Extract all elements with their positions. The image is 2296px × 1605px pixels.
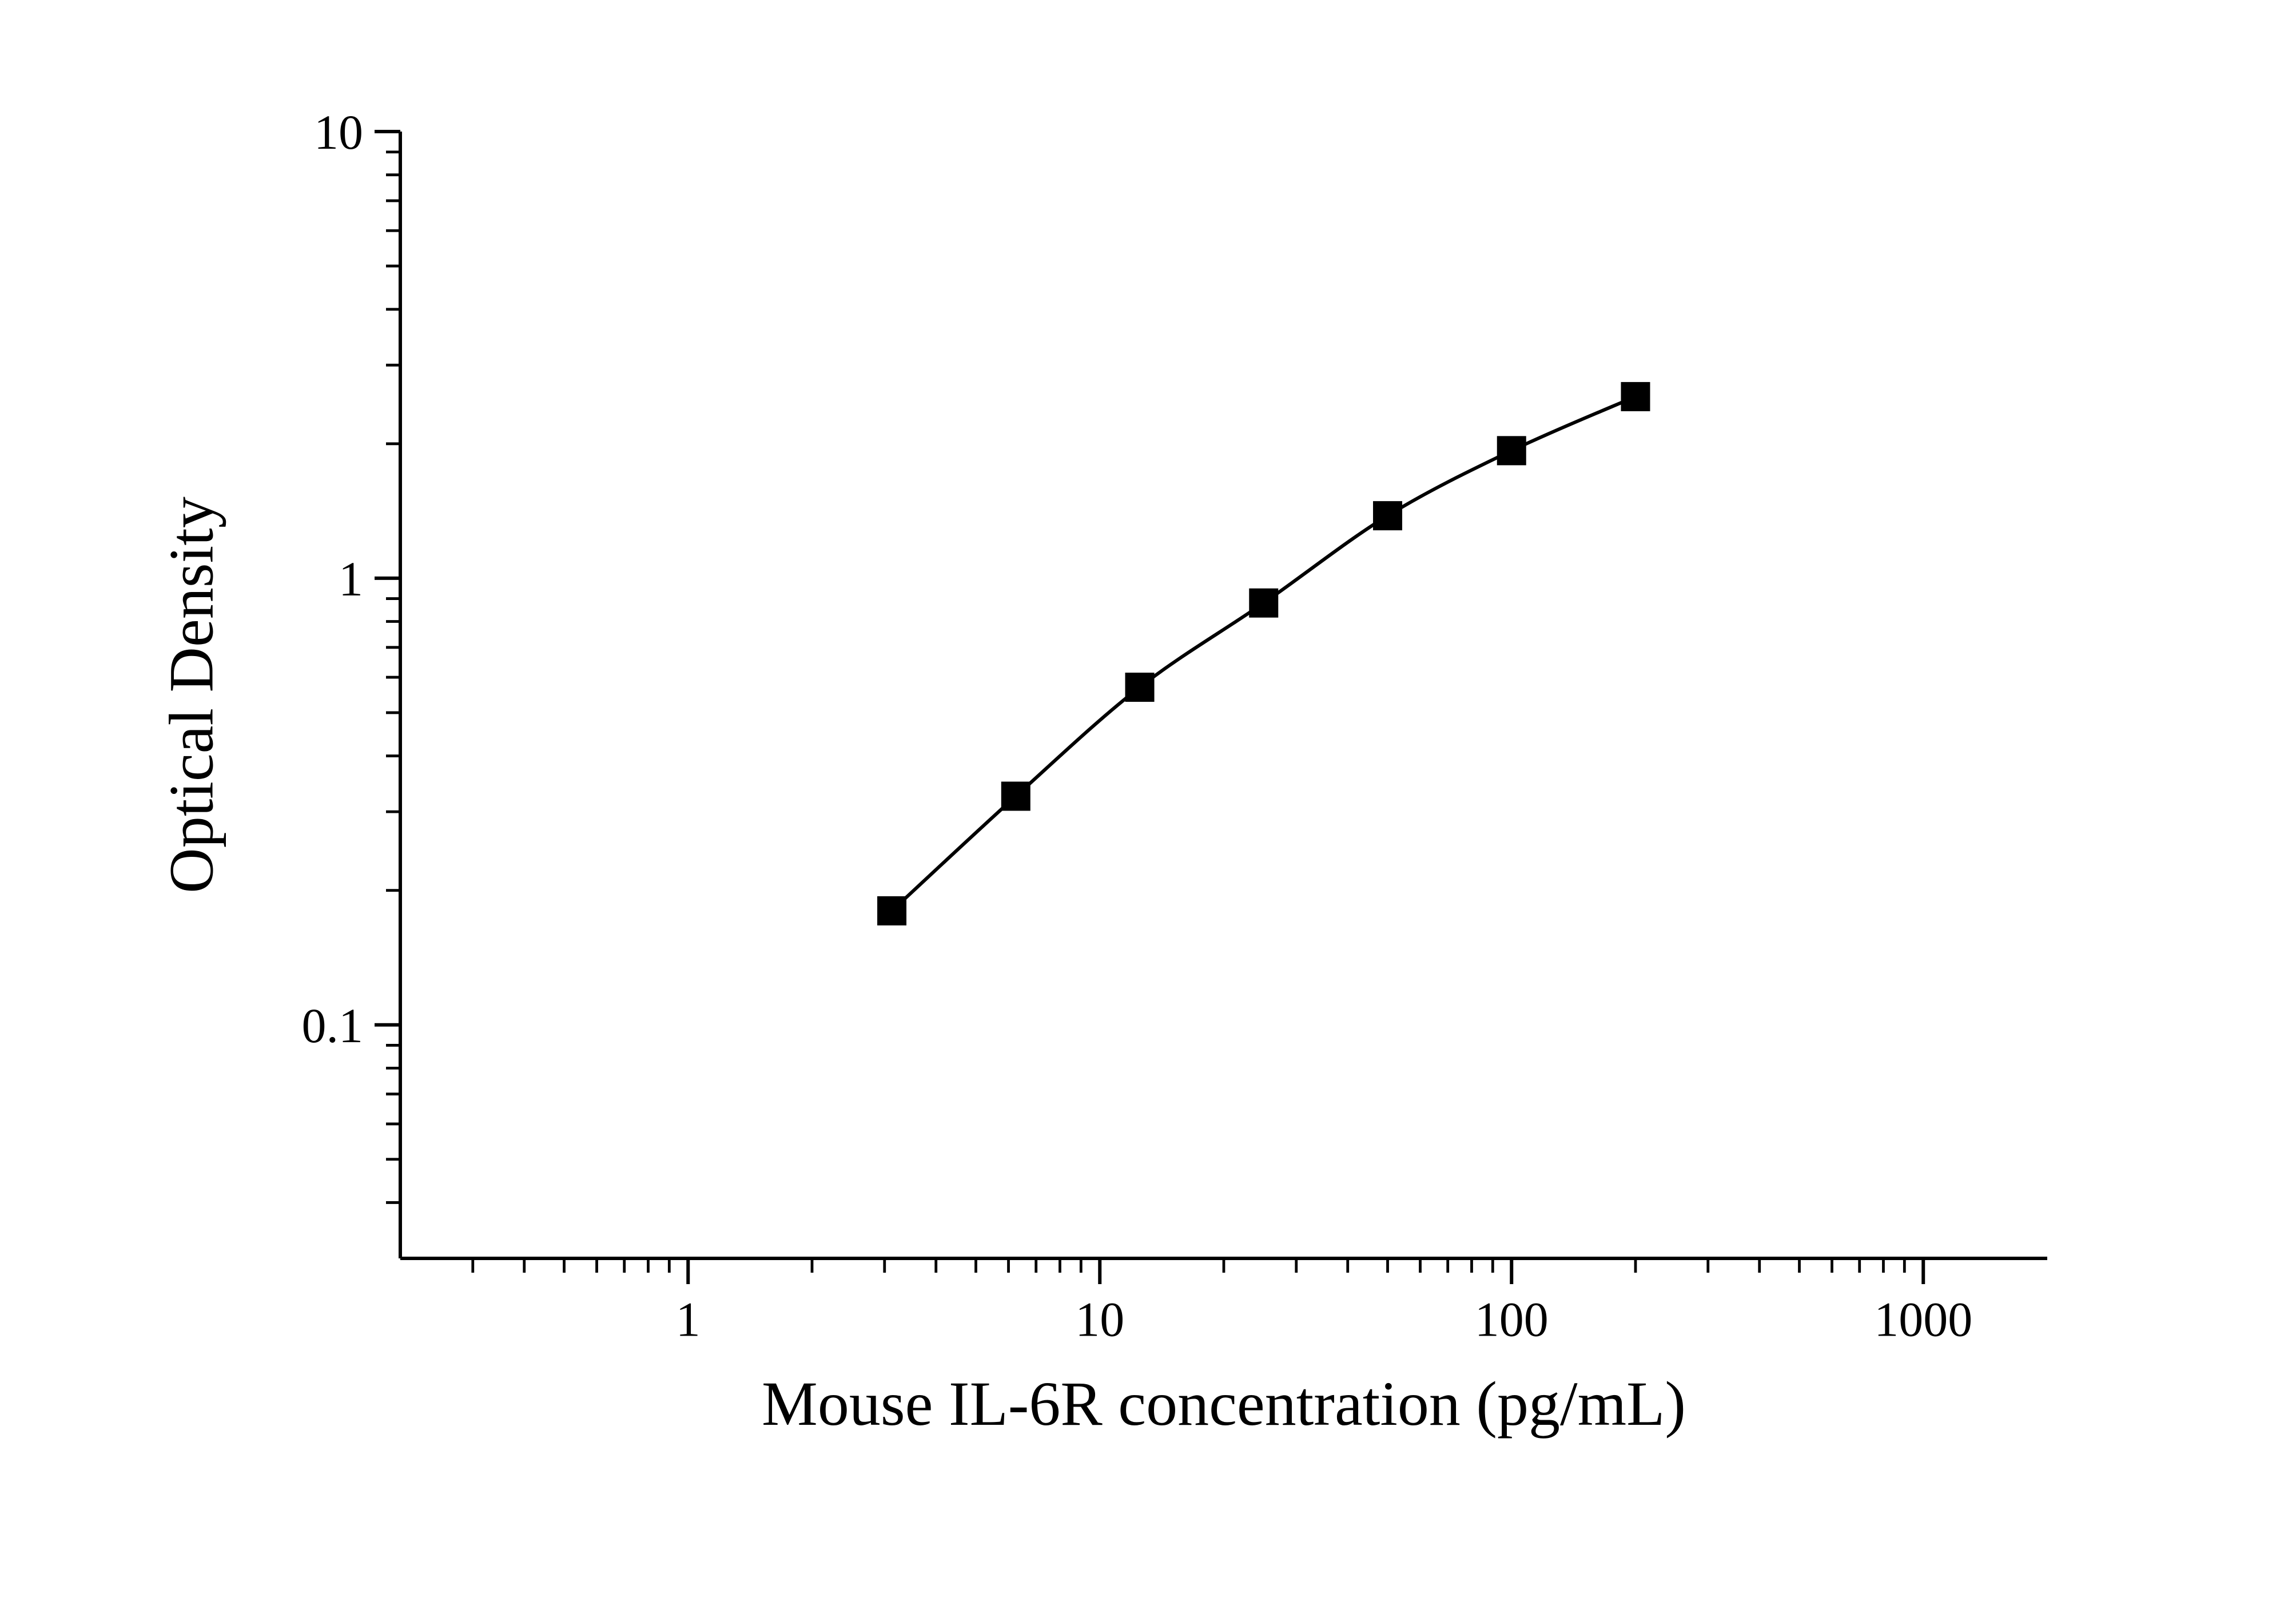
y-tick-label: 10	[314, 105, 363, 160]
x-tick-label: 100	[1475, 1292, 1549, 1346]
y-tick-label: 1	[339, 551, 363, 606]
chart-svg: 1 10 100 1000 0.1 1 10 Mouse IL-6R concentratio…	[0, 0, 2296, 1605]
x-tick-label: 10	[1075, 1292, 1124, 1346]
y-axis-label: Optical Density	[156, 496, 226, 893]
data-marker	[878, 896, 906, 925]
chart-container: 1 10 100 1000 0.1 1 10 Mouse IL-6R concentratio…	[0, 0, 2296, 1605]
x-axis-label: Mouse IL-6R concentration (pg/mL)	[762, 1369, 1686, 1439]
data-marker	[1374, 502, 1402, 530]
y-tick-label: 0.1	[302, 998, 364, 1053]
data-marker	[1250, 589, 1278, 617]
x-tick-label: 1	[676, 1292, 701, 1346]
data-marker	[1001, 782, 1030, 811]
data-marker	[1125, 673, 1154, 701]
data-marker	[1497, 436, 1526, 465]
data-marker	[1621, 382, 1650, 411]
x-tick-label: 1000	[1874, 1292, 1972, 1346]
